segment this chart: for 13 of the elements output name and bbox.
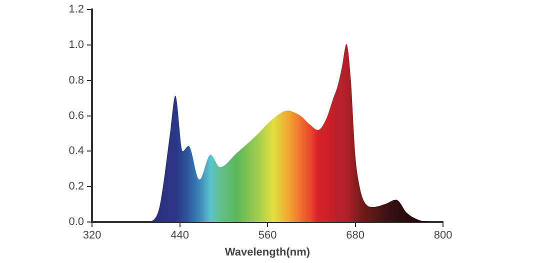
y-tick-label: 0.2 (68, 180, 84, 193)
y-tick-label: 0.6 (68, 110, 84, 122)
y-tick-label: 1.2 (68, 4, 84, 16)
x-axis-title: Wavelength(nm) (224, 246, 310, 258)
x-tick-label: 800 (434, 230, 452, 242)
x-tick-label: 320 (82, 230, 102, 242)
x-tick-label: 560 (258, 230, 277, 242)
y-tick-label: 0.4 (68, 145, 84, 158)
y-tick-label: 0.8 (68, 74, 84, 86)
y-tick-label: 0.0 (68, 216, 84, 228)
x-tick-label: 680 (346, 230, 364, 242)
y-tick-label: 1.0 (68, 39, 84, 52)
x-tick-label: 440 (170, 230, 189, 242)
